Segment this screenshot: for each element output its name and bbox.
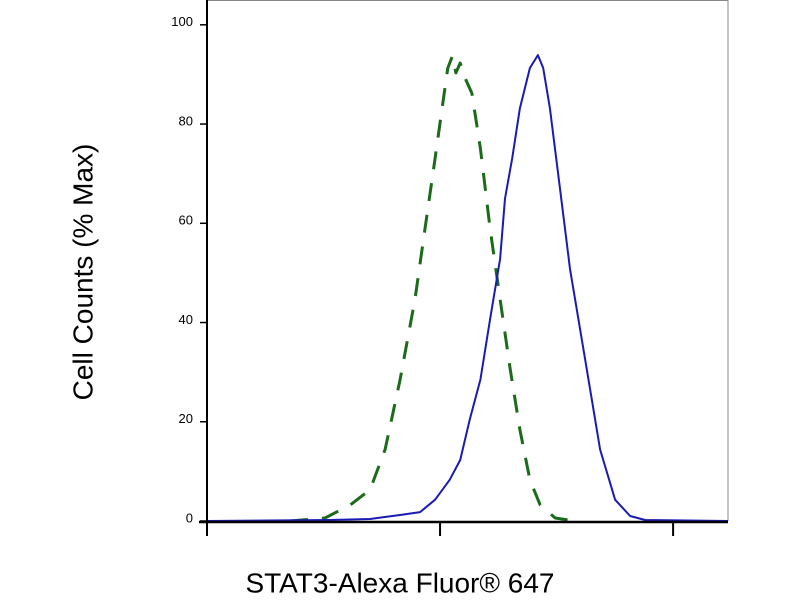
y-tick-label: 100 <box>171 14 193 29</box>
y-tick-label: 0 <box>186 510 193 525</box>
y-tick-label: 80 <box>179 113 193 128</box>
y-tick-label: 20 <box>179 411 193 426</box>
y-axis-title: Cell Counts (% Max) <box>67 144 98 401</box>
x-axis-title: STAT3-Alexa Fluor® 647 <box>245 567 554 598</box>
histogram-line <box>206 54 729 522</box>
y-tick-label: 60 <box>179 213 193 228</box>
y-tick-label: 40 <box>179 312 193 327</box>
histogram-line <box>289 54 576 523</box>
